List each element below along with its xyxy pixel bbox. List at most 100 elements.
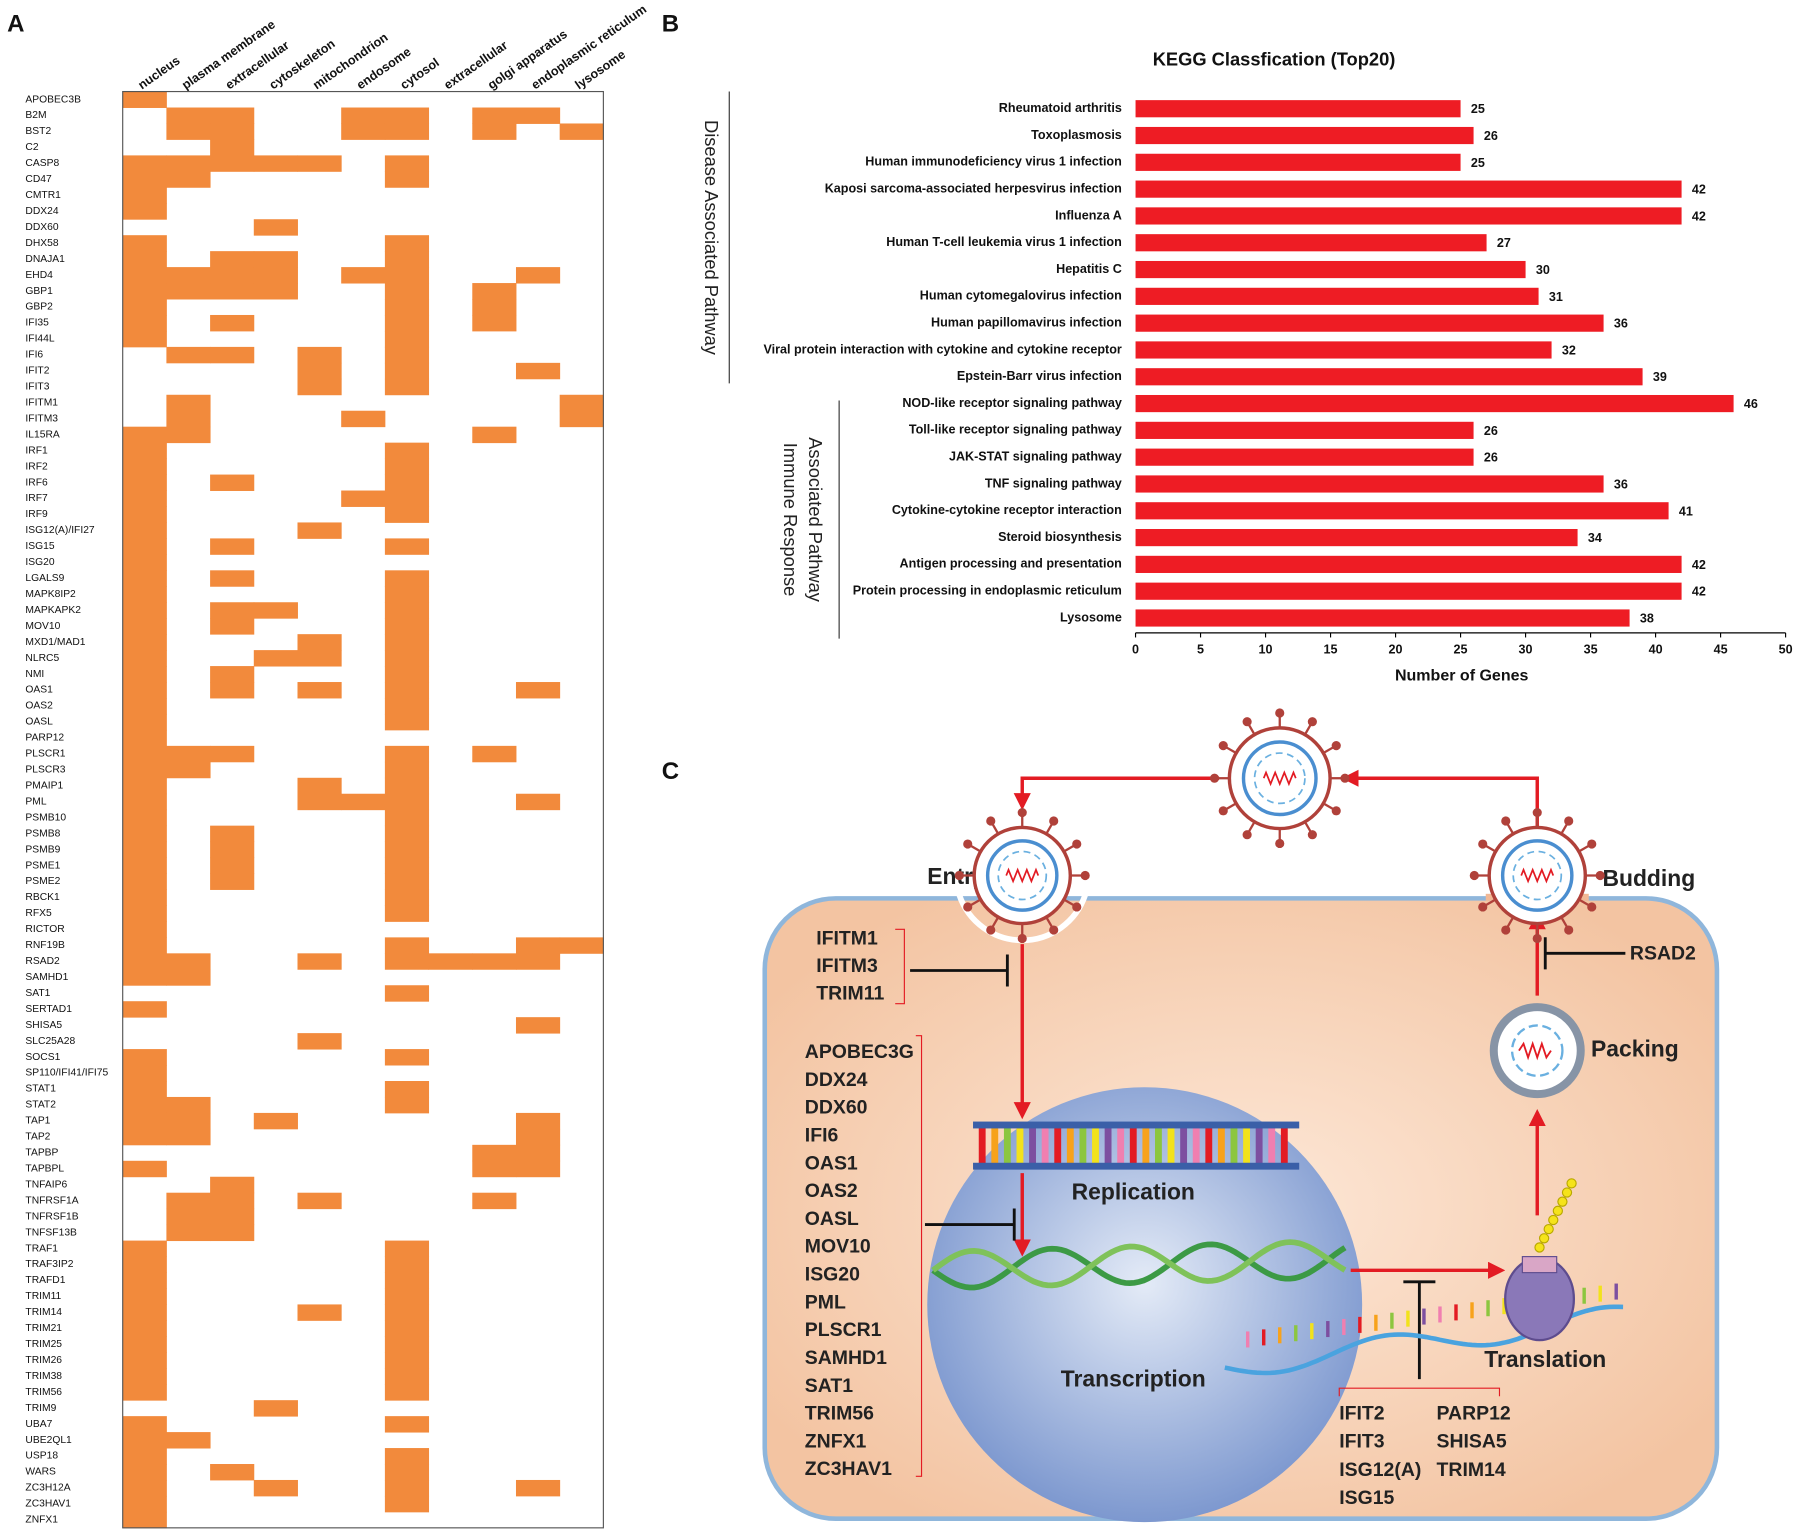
heat-cell: [384, 1368, 430, 1385]
heat-cell: [210, 1257, 254, 1273]
heat-cell: [429, 379, 473, 395]
row-label: PARP12: [25, 733, 64, 744]
heat-cell: [429, 108, 473, 124]
heat-cell: [254, 682, 298, 698]
heat-cell: [122, 1080, 167, 1098]
heat-cell: [472, 682, 516, 698]
heat-cell: [560, 1464, 604, 1480]
heat-cell: [254, 475, 298, 491]
heat-cell: [429, 1193, 473, 1209]
row-label: ISG20: [25, 557, 54, 568]
spike-head: [1307, 830, 1317, 840]
heat-cell: [297, 730, 341, 746]
heat-cell: [516, 283, 560, 299]
heat-cell: [385, 1177, 429, 1193]
heat-cell: [122, 474, 167, 491]
heat-cell: [297, 1448, 341, 1464]
heat-cell: [341, 395, 385, 411]
chart-title: KEGG Classfication (Top20): [1153, 48, 1396, 69]
heat-cell: [384, 1080, 430, 1098]
heat-cell: [122, 697, 167, 715]
base-pair: [978, 1127, 986, 1164]
row-label: IFI44L: [25, 334, 54, 345]
spike-head: [1595, 870, 1605, 881]
heat-cell: [297, 1177, 341, 1193]
row-label: ISG12(A)/IFI27: [25, 525, 95, 536]
heat-cell: [385, 1033, 429, 1049]
heat-cell: [122, 873, 167, 890]
heat-cell: [429, 778, 473, 794]
row-label: CD47: [25, 174, 52, 185]
heat-cell: [210, 618, 255, 635]
heat-cell: [515, 1160, 561, 1178]
heat-cell: [429, 347, 473, 363]
heat-cell: [560, 443, 604, 459]
heat-cell: [429, 1033, 473, 1049]
heat-cell: [166, 331, 210, 347]
heat-cell: [297, 842, 341, 858]
heat-cell: [472, 1065, 516, 1081]
heat-cell: [123, 1017, 167, 1033]
bracket: [895, 928, 905, 1005]
spike-head: [1242, 830, 1252, 840]
category-label: Hepatitis C: [1056, 262, 1122, 276]
heat-cell: [341, 251, 385, 267]
heat-cell: [123, 1193, 167, 1209]
base-pair: [1243, 1127, 1250, 1164]
heat-cell: [297, 1209, 341, 1225]
heat-cell: [122, 666, 167, 683]
heat-cell: [341, 874, 385, 890]
heat-cell: [166, 1224, 211, 1242]
heat-cell: [429, 1225, 473, 1241]
heat-cell: [472, 1368, 516, 1384]
arrow: [1341, 769, 1539, 838]
heat-cell: [472, 602, 516, 618]
heat-cell: [516, 299, 560, 315]
spike-head: [1072, 902, 1082, 912]
base-pair: [1092, 1127, 1099, 1164]
value-label: 26: [1484, 424, 1498, 438]
heat-cell: [210, 1320, 254, 1336]
base-pair: [1029, 1127, 1036, 1164]
label-budding: Budding: [1602, 865, 1695, 891]
spike-head: [1340, 773, 1350, 783]
heat-cell: [297, 746, 341, 762]
heat-cell: [254, 1033, 298, 1049]
heat-cell: [472, 1384, 516, 1400]
heat-cell: [254, 1081, 298, 1097]
heat-cell: [122, 1256, 167, 1273]
row-label: TRIM25: [25, 1339, 62, 1350]
heat-cell: [166, 475, 210, 491]
heat-cell: [341, 219, 385, 235]
heat-cell: [560, 1320, 604, 1336]
heat-cell: [210, 267, 255, 284]
category-label: Toll-like receptor signaling pathway: [909, 423, 1122, 437]
heat-cell: [560, 506, 604, 522]
group-label: Immune Response: [780, 443, 801, 597]
heat-cell: [429, 937, 473, 953]
heat-cell: [385, 1432, 429, 1448]
heat-cell: [341, 1352, 385, 1368]
heat-cell: [297, 698, 341, 714]
heat-cell: [429, 538, 473, 554]
heat-cell: [253, 1112, 298, 1130]
heat-cell: [472, 1033, 516, 1049]
helix: [931, 1241, 1347, 1291]
heat-cell: [166, 187, 210, 203]
heat-cell: [429, 1400, 473, 1416]
heat-cell: [297, 187, 341, 203]
heat-cell: [297, 1400, 341, 1416]
heat-cell: [341, 171, 385, 187]
bar: [1135, 100, 1461, 118]
heat-cell: [166, 794, 210, 810]
column-label: nucleus: [136, 53, 183, 92]
heat-cell: [384, 1448, 430, 1465]
heat-cell: [166, 1049, 210, 1065]
spike-head: [1307, 717, 1317, 727]
row-label: EHD4: [25, 270, 53, 281]
heat-cell: [123, 347, 167, 363]
heat-cell: [515, 1017, 561, 1034]
heat-cell: [341, 203, 385, 219]
heat-cell: [254, 874, 298, 890]
heat-cell: [384, 283, 430, 300]
